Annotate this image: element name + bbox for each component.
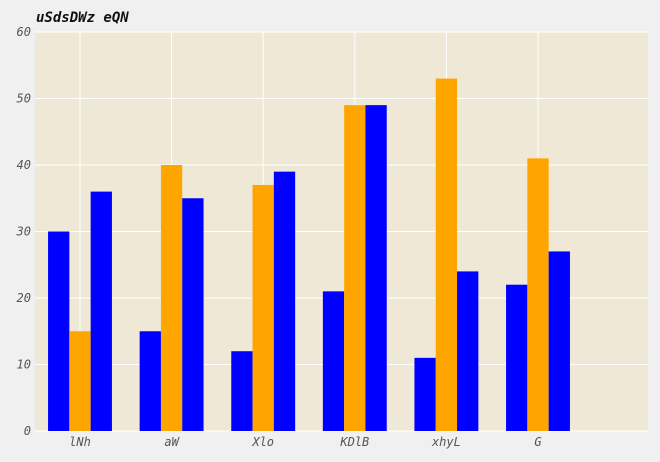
bar: [506, 284, 528, 431]
y-tick-label: 60: [17, 25, 31, 39]
x-tick-label: Xlo: [251, 435, 274, 449]
x-tick-label: G: [534, 435, 541, 449]
bar: [182, 198, 204, 431]
y-tick-label: 10: [17, 358, 31, 372]
bar: [48, 231, 70, 431]
bar: [231, 351, 253, 431]
bar: [344, 105, 366, 432]
x-tick-label: lNh: [69, 435, 91, 449]
x-tick-label: aW: [164, 435, 180, 449]
y-tick-label: 0: [24, 424, 31, 438]
y-tick-label: 20: [17, 291, 31, 305]
bar: [365, 105, 387, 432]
y-tick-label: 50: [17, 92, 31, 106]
bar: [90, 191, 112, 431]
bar: [139, 331, 161, 431]
bar: [252, 184, 274, 431]
bar: [457, 271, 479, 431]
y-tick-label: 40: [17, 158, 31, 172]
bar: [160, 165, 183, 431]
bar: [414, 357, 436, 431]
x-tick-label: KDlB: [339, 435, 369, 449]
bar: [527, 158, 549, 431]
chart-title: uSdsDWz eQN: [36, 10, 129, 26]
bar: [69, 331, 91, 431]
bar: [273, 171, 296, 431]
bar: [435, 78, 458, 432]
y-tick-label: 30: [16, 225, 31, 239]
bar: [322, 291, 345, 431]
bar: [548, 251, 570, 431]
x-tick-label: xhyL: [431, 435, 461, 449]
